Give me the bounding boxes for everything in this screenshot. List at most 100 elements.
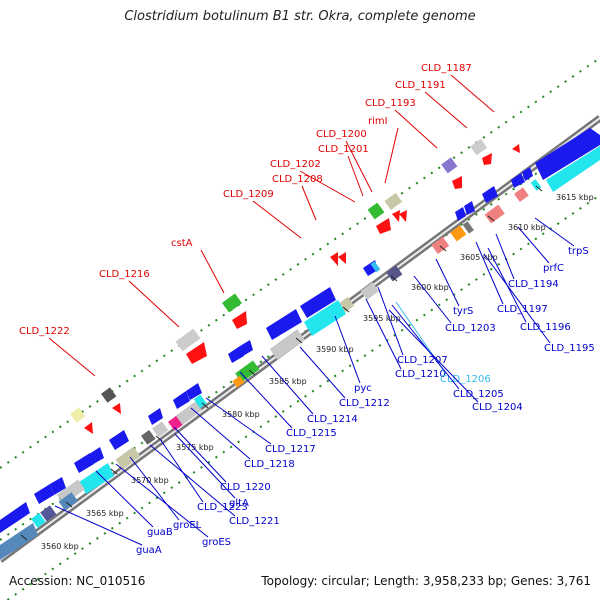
gene-label-text[interactable]: CLD_1221 [229,516,280,527]
gene-label-glta[interactable]: gltA [174,433,249,509]
gene-label-pyc[interactable]: pyc [334,315,372,394]
leader-line [128,280,180,328]
gene-prfc-b [522,167,533,181]
gene-label-text[interactable]: pyc [354,383,372,394]
gene-label-text[interactable]: CLD_1207 [397,355,448,366]
gene-label-guaa[interactable]: guaA [54,505,162,556]
leader-line [54,505,143,546]
gene-label-cld-1207[interactable]: CLD_1207 [377,286,448,366]
gene-label-cld-1216[interactable]: CLD_1216 [99,269,180,328]
gene-label-text[interactable]: tyrS [453,306,473,317]
gene-label-text[interactable]: CLD_1214 [307,414,358,425]
leader-line [424,91,468,129]
gene-label-text[interactable]: CLD_1212 [339,398,390,409]
gene-label-trps[interactable]: trpS [534,217,589,257]
gene-cld-1221 [168,416,183,431]
gene-label-text[interactable]: CLD_1193 [365,98,416,109]
gene-label-text[interactable]: CLD_1206 [440,374,491,385]
gene-label-cld-1204[interactable]: CLD_1204 [388,309,523,413]
gene-label-cld-1215[interactable]: CLD_1215 [239,371,337,439]
accession-text: Accession: NC_010516 [9,574,146,588]
gene-label-rimi[interactable]: rimI [368,116,399,184]
gene-label-text[interactable]: CLD_1194 [508,279,559,290]
scale-tick-label: 3580 kbp [222,410,260,419]
gene-label-cld-1222[interactable]: CLD_1222 [19,326,96,377]
gene-label-text[interactable]: guaB [147,527,173,538]
gene-label-cld-1208[interactable]: CLD_1208 [272,174,323,221]
gene-label-text[interactable]: prfC [543,263,564,274]
gene-label-text[interactable]: cstA [171,238,193,249]
scale-tick-label: 3610 kbp [508,223,546,232]
gene-tyrs [450,225,467,242]
gene-label-text[interactable]: CLD_1216 [99,269,150,280]
gene-glta [174,401,203,426]
gene-label-prfc[interactable]: prfC [517,226,564,274]
gene-label-cld-1209[interactable]: CLD_1209 [223,189,302,239]
gene-label-cld-1193[interactable]: CLD_1193 [365,98,438,149]
gene-label-text[interactable]: CLD_1204 [472,402,523,413]
gene-label-cld-1196[interactable]: CLD_1196 [487,247,571,333]
gene-label-text[interactable]: CLD_1222 [19,326,70,337]
gene-label-text[interactable]: CLD_1191 [395,80,446,91]
gene-cld-1209 [330,252,338,266]
gene-label-text[interactable]: CLD_1218 [244,459,295,470]
gene-label-text[interactable]: CLD_1196 [520,322,571,333]
leader-line [347,155,364,197]
gene-label-cld-1191[interactable]: CLD_1191 [395,80,468,129]
gene-cld-1191-red [482,153,492,165]
gene-label-cld-1200[interactable]: CLD_1200 [316,129,373,193]
gene-label-text[interactable]: CLD_1210 [395,369,446,380]
gene-label-cld-1195[interactable]: CLD_1195 [483,253,595,354]
gene-label-csta[interactable]: cstA [171,238,225,294]
gene-label-cld-1201[interactable]: CLD_1201 [318,144,369,197]
gene-label-groel[interactable]: groEL [129,456,202,531]
gene-label-cld-1223[interactable]: CLD_1223 [159,438,248,513]
gene-label-text[interactable]: CLD_1203 [445,323,496,334]
gene-label-text[interactable]: CLD_1200 [316,129,367,140]
leader-line [391,304,460,390]
gene-cld-1208 [399,210,407,222]
leader-line [200,249,225,294]
gene-label-cld-1212[interactable]: CLD_1212 [299,346,390,409]
gene-label-text[interactable]: CLD_1187 [421,63,472,74]
gene-label-text[interactable]: groEL [173,520,202,531]
gene-label-text[interactable]: rimI [368,116,388,127]
gene-label-cld-1214[interactable]: CLD_1214 [261,355,358,425]
gene-label-text[interactable]: CLD_1205 [453,389,504,400]
gene-label-cld-1210[interactable]: CLD_1210 [365,298,446,380]
gene-label-cld-1218[interactable]: CLD_1218 [190,407,295,470]
gene-cld-1196 [484,204,505,224]
gene-label-cld-1220[interactable]: CLD_1220 [173,426,271,493]
gene-label-text[interactable]: CLD_1201 [318,144,369,155]
gene-label-text[interactable]: CLD_1209 [223,189,274,200]
gene-label-cld-1187[interactable]: CLD_1187 [421,63,495,113]
gene-label-cld-1197[interactable]: CLD_1197 [475,241,548,315]
gene-label-text[interactable]: CLD_1223 [197,502,248,513]
gene-label-text[interactable]: CLD_1220 [220,482,271,493]
gene-label-cld-1203[interactable]: CLD_1203 [413,275,496,334]
gene-label-text[interactable]: gltA [229,498,249,509]
gene-label-text[interactable]: CLD_1202 [270,159,321,170]
gene-label-tyrs[interactable]: tyrS [435,258,473,317]
gene-label-guab[interactable]: guaB [95,470,173,538]
leader-line [48,337,96,377]
gene-label-cld-1217[interactable]: CLD_1217 [205,397,316,455]
gene-label-text[interactable]: CLD_1215 [286,428,337,439]
gene-label-text[interactable]: CLD_1208 [272,174,323,185]
gene-label-cld-1202[interactable]: CLD_1202 [270,159,356,203]
gene-label-text[interactable]: CLD_1195 [544,343,595,354]
scale-tick: 3595 kbp [342,306,401,323]
gene-label-text[interactable]: trpS [568,246,589,257]
gene-label-groes[interactable]: groES [115,463,231,548]
gene-label-text[interactable]: CLD_1217 [265,444,316,455]
gene-label-cld-1205[interactable]: CLD_1205 [391,304,504,400]
gene-label-cld-1194[interactable]: CLD_1194 [495,233,559,290]
gene-label-text[interactable]: CLD_1197 [497,304,548,315]
gene-label-text[interactable]: guaA [136,545,162,556]
gene-label-cld-1221[interactable]: CLD_1221 [149,444,280,527]
gene-cld-1191 [470,138,488,156]
gene-label-text[interactable]: groES [202,537,231,548]
gene-guaa-purple [40,505,57,522]
